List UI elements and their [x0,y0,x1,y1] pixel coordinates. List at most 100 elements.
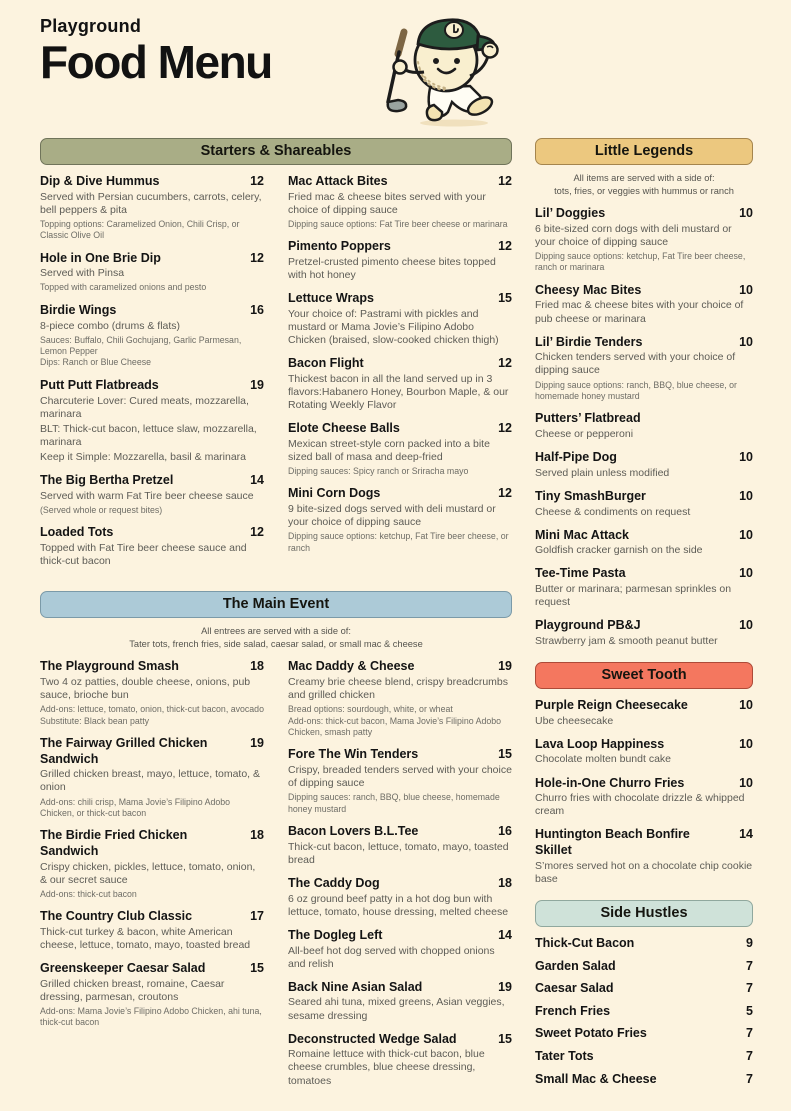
item-price: 15 [498,747,512,762]
menu-item: Birdie Wings 16 8-piece combo (drums & f… [40,303,264,369]
starters-column-1: Dip & Dive Hummus 12 Served with Persian… [40,174,264,577]
section-title: Sweet Tooth [601,667,687,684]
item-name: Elote Cheese Balls [288,421,400,436]
item-description: Churro fries with chocolate drizzle & wh… [535,792,745,818]
item-options-note: Add-ons: thick-cut bacon [40,888,137,899]
item-price: 10 [739,698,753,713]
menu-item: Purple Reign Cheesecake 10 Ube cheesecak… [535,698,753,728]
item-price: 10 [739,334,753,349]
item-name: Lil’ Doggies [535,206,606,221]
item-price: 16 [498,824,512,839]
menu-item: The Big Bertha Pretzel 14 Served with wa… [40,473,264,516]
item-description: Your choice of: Pastrami with pickles an… [288,307,499,347]
side-item: French Fries 5 [535,1004,753,1020]
item-name: Dip & Dive Hummus [40,174,160,188]
item-name: Tiny SmashBurger [535,488,646,503]
side-hustles-items: Thick-Cut Bacon 9 Garden Salad 7 Caesar … [535,936,753,1087]
mascot-face [433,58,460,75]
item-description: Crispy chicken, pickles, lettuce, tomato… [40,860,256,886]
item-name: The Dogleg Left [288,927,383,942]
item-description: 9 bite-sized dogs served with deli musta… [288,503,496,529]
item-name: Caesar Salad [535,981,614,996]
item-description: Seared ahi tuna, mixed greens, Asian veg… [288,996,505,1022]
item-price: 18 [250,659,264,674]
item-options-note: (Served whole or request bites) [40,504,163,515]
item-description: 6 bite-sized corn dogs with deli mustard… [535,222,732,248]
item-name: Hole-in-One Churro Fries [535,775,685,790]
menu-item: The Birdie Fried Chicken Sandwich 18 Cri… [40,828,264,900]
item-options-note: Bread options: sourdough, white, or whea… [288,704,502,738]
item-name: Mini Mac Attack [535,527,630,542]
menu-item: The Playground Smash 18 Two 4 oz patties… [40,659,264,727]
item-name: Small Mac & Cheese [535,1071,657,1086]
main-event-column-2: Mac Daddy & Cheese 19 Creamy brie cheese… [288,659,512,1096]
item-price: 10 [739,566,753,581]
item-price: 10 [739,618,753,633]
page-title: Food Menu [40,36,273,88]
menu-item: The Dogleg Left 14 All-beef hot dog serv… [288,928,512,971]
item-price: 19 [250,736,264,751]
item-name: Greenskeeper Caesar Salad [40,961,206,976]
item-price: 12 [498,486,512,501]
item-name: Bacon Flight [288,356,364,371]
item-price: 10 [739,488,753,503]
menu-item: Dip & Dive Hummus 12 Served with Persian… [40,174,264,242]
menu-item: Lil’ Birdie Tenders 10 Chicken tenders s… [535,335,753,403]
menu-item: The Fairway Grilled Chicken Sandwich 19 … [40,736,264,819]
item-description: Strawberry jam & smooth peanut butter [535,634,718,647]
item-price: 10 [739,775,753,790]
item-name: Mac Attack Bites [288,174,388,188]
menu-item: The Country Club Classic 17 Thick-cut tu… [40,909,264,952]
menu-item: Hole in One Brie Dip 12 Served with Pins… [40,251,264,294]
item-price: 12 [250,174,264,188]
item-name: Putters’ Flatbread [535,411,641,426]
item-description: Served plain unless modified [535,466,670,479]
item-price: 9 [746,935,753,950]
item-price: 7 [746,1026,753,1041]
item-description: Crispy, breaded tenders served with your… [288,764,512,790]
section-title: The Main Event [222,596,330,613]
menu-header: Playground Food Menu [40,16,751,127]
item-description: Creamy brie cheese blend, crispy breadcr… [288,675,509,702]
item-price: 17 [250,909,264,924]
item-price: 15 [250,961,264,976]
menu-item: Bacon Lovers B.L.Tee 16 Thick-cut bacon,… [288,824,512,867]
item-name: Garden Salad [535,958,616,973]
intro-line: All items are served with a side of: [573,173,715,183]
side-item: Small Mac & Cheese 7 [535,1072,753,1088]
menu-item: Half-Pipe Dog 10 Served plain unless mod… [535,450,753,480]
item-description: Fried mac & cheese bites served with you… [288,190,486,216]
menu-item: Deconstructed Wedge Salad 15 Romaine let… [288,1032,512,1088]
item-description: Romaine lettuce with thick-cut bacon, bl… [288,1048,485,1087]
item-name: Bacon Lovers B.L.Tee [288,824,419,839]
menu-item: Mac Daddy & Cheese 19 Creamy brie cheese… [288,659,512,738]
item-price: 12 [250,250,264,265]
item-price: 12 [250,525,264,540]
menu-item: The Caddy Dog 18 6 oz ground beef patty … [288,876,512,919]
little-legends-intro: All items are served with a side of: tot… [535,172,753,197]
item-name: French Fries [535,1003,611,1018]
menu-item: Hole-in-One Churro Fries 10 Churro fries… [535,776,753,819]
section-header-starters: Starters & Shareables [40,138,512,165]
item-name: Fore The Win Tenders [288,747,419,762]
golf-ball-mascot-icon [386,18,499,127]
item-name: Mac Daddy & Cheese [288,659,415,674]
item-price: 14 [250,473,264,488]
item-price: 10 [739,282,753,297]
item-name: Mini Corn Dogs [288,486,381,501]
item-description: Two 4 oz patties, double cheese, onions,… [40,675,251,702]
item-description: Thick-cut turkey & bacon, white American… [40,925,251,952]
item-options-note: Add-ons: lettuce, tomato, onion, thick-c… [40,704,264,726]
item-price: 10 [739,527,753,542]
item-options-note: Dipping sauce options: ketchup, Fat Tire… [288,531,509,553]
item-price: 7 [746,1049,753,1064]
menu-item: Pimento Poppers 12 Pretzel-crusted pimen… [288,239,512,282]
item-price: 14 [739,827,753,842]
item-description: Charcuterie Lover: Cured meats, mozzarel… [40,394,257,464]
mascot-ground-shadow [420,119,488,127]
menu-item: Lava Loop Happiness 10 Chocolate molten … [535,737,753,767]
mascot-arms [392,41,499,78]
item-name: Sweet Potato Fries [535,1026,647,1041]
item-price: 18 [498,876,512,891]
